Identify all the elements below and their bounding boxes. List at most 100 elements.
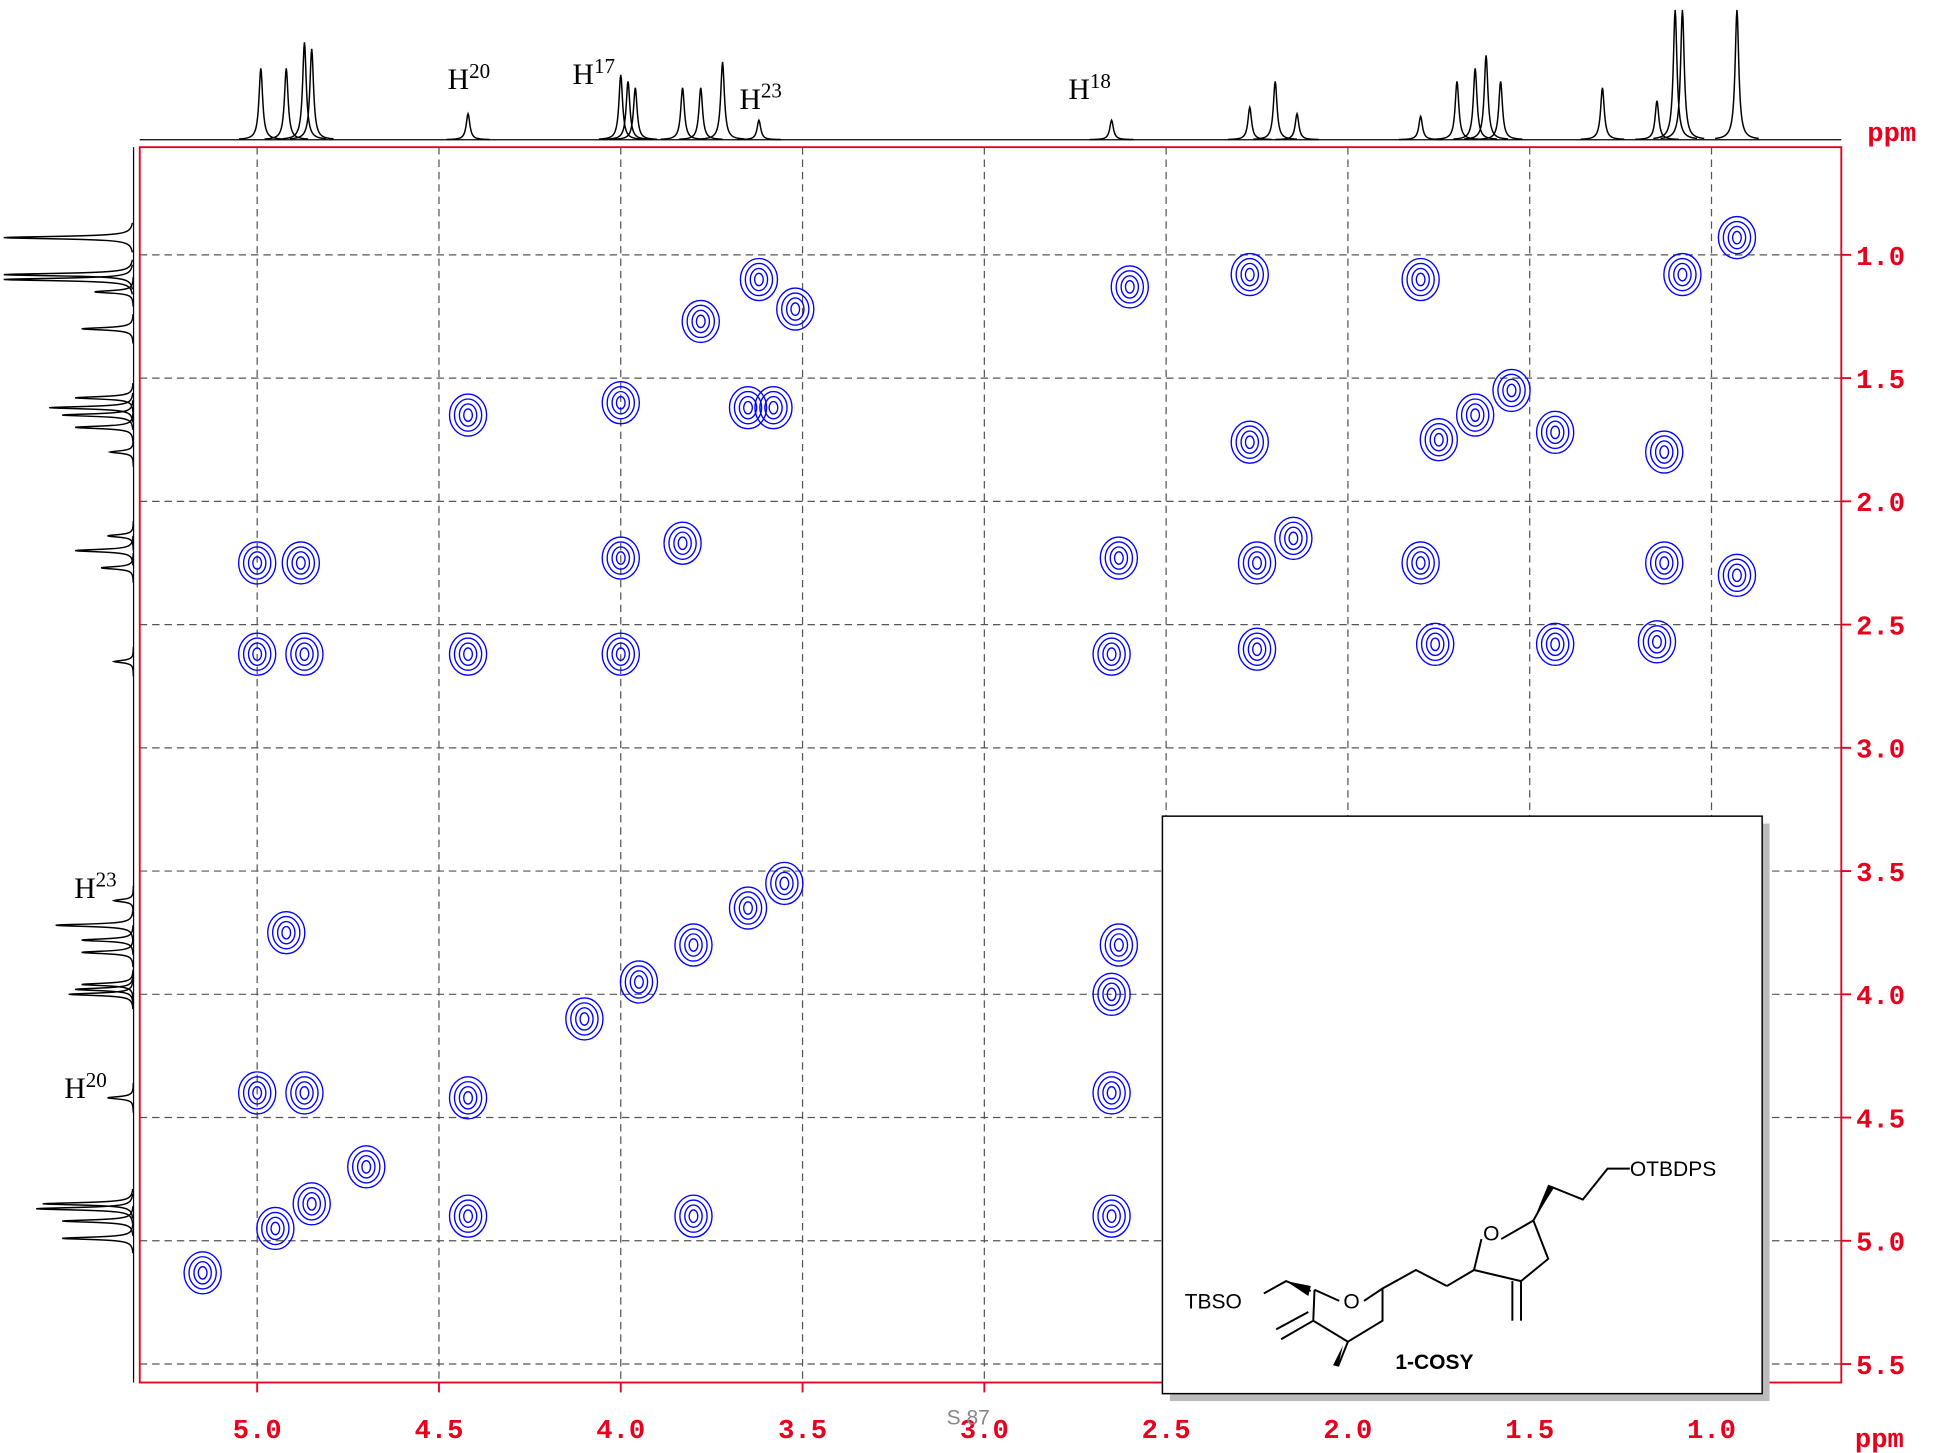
contour <box>733 891 763 925</box>
contour <box>1099 923 1139 967</box>
contour <box>285 1071 324 1115</box>
contour <box>695 314 706 329</box>
contour <box>1244 435 1255 450</box>
contour <box>1406 546 1435 580</box>
contour <box>1230 420 1269 464</box>
contour <box>768 400 779 415</box>
contour <box>1242 546 1272 580</box>
wedge-bond <box>1533 1184 1555 1221</box>
contour <box>193 1261 212 1285</box>
contour <box>780 292 810 326</box>
contour <box>674 923 713 967</box>
wedge-bond <box>1286 1281 1311 1296</box>
contour <box>1424 422 1454 457</box>
projection-peak <box>55 910 134 941</box>
contour <box>1429 427 1449 452</box>
contour <box>237 1071 277 1115</box>
contour <box>1113 938 1124 952</box>
contour <box>606 385 636 420</box>
contour <box>299 1086 310 1100</box>
contour <box>1401 257 1440 302</box>
contour <box>1550 637 1561 652</box>
contour <box>679 928 708 962</box>
compound-label: O <box>1343 1290 1359 1313</box>
cross-peak <box>1230 420 1269 464</box>
contour <box>1727 563 1747 588</box>
projection-peak <box>62 1223 134 1254</box>
cross-peak <box>1455 393 1495 437</box>
annotation-sup: 18 <box>1090 69 1111 93</box>
annotation-sup: 23 <box>96 868 117 892</box>
cross-peak <box>728 385 768 430</box>
contour <box>458 642 478 666</box>
x-tick-label: 2.0 <box>1323 1416 1372 1447</box>
cross-peak <box>601 536 640 580</box>
cross-peak <box>674 1194 713 1238</box>
contour <box>247 551 267 575</box>
contour <box>1465 403 1485 427</box>
contour <box>728 385 768 430</box>
contour <box>252 647 263 662</box>
contour <box>759 390 788 425</box>
contour <box>575 1007 594 1031</box>
cross-peak <box>1401 257 1440 302</box>
projections <box>3 9 1842 1383</box>
y-tick-label: 1.5 <box>1856 366 1905 397</box>
contour <box>633 975 644 989</box>
cross-peak <box>237 1071 277 1115</box>
projection-peak <box>282 42 327 140</box>
contour <box>615 395 626 410</box>
contour <box>1230 252 1269 297</box>
cross-peak <box>1717 553 1757 597</box>
contour <box>1102 1081 1121 1105</box>
contour <box>188 1256 217 1290</box>
contour <box>1654 440 1674 464</box>
contour <box>458 1086 478 1110</box>
contour <box>261 1211 290 1246</box>
contour <box>1506 383 1517 398</box>
projection-peak <box>81 313 134 344</box>
contour <box>1430 637 1441 652</box>
contour <box>1649 435 1679 469</box>
cross-peak <box>565 997 604 1041</box>
contour <box>286 546 316 580</box>
projection-peak <box>1580 87 1625 140</box>
cross-peak <box>674 923 713 967</box>
annotation-base: H <box>448 64 469 96</box>
projection-peak <box>94 276 134 307</box>
projection-peak <box>111 646 135 677</box>
contour <box>1406 262 1435 297</box>
contour <box>281 925 292 940</box>
contour <box>1731 568 1742 583</box>
contour <box>1502 378 1521 403</box>
projection-peak <box>1715 9 1759 140</box>
contour <box>252 1086 263 1100</box>
contour <box>601 536 640 580</box>
projection-peak <box>49 392 134 423</box>
contour <box>306 1196 317 1211</box>
contour <box>606 541 636 575</box>
contour <box>688 938 699 952</box>
contour <box>606 637 636 671</box>
cross-peak <box>1230 252 1269 297</box>
annotation-sup: 17 <box>594 54 615 78</box>
contour <box>1455 393 1495 437</box>
cross-peak <box>448 1076 488 1120</box>
contour <box>295 1081 314 1105</box>
contour <box>1244 267 1255 282</box>
projection-peak <box>81 969 134 1000</box>
cross-peak <box>1092 632 1131 676</box>
contour <box>183 1251 222 1295</box>
contour <box>728 886 768 930</box>
contour <box>1102 982 1121 1007</box>
contour <box>619 960 659 1004</box>
projection-peak <box>3 259 134 290</box>
projection-peak <box>660 87 705 140</box>
contour <box>1240 262 1260 287</box>
contour <box>1727 225 1747 250</box>
contour <box>1492 368 1531 413</box>
y-tick-label: 1.0 <box>1856 243 1905 274</box>
cross-peak <box>347 1145 386 1189</box>
contour <box>790 302 801 316</box>
contour <box>252 556 263 570</box>
